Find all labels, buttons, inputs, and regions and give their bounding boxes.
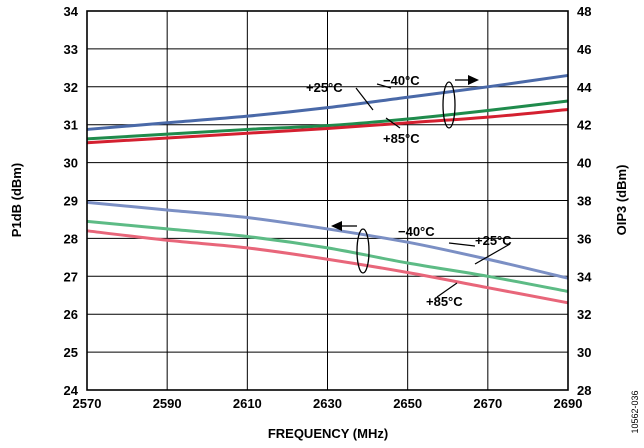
y-right-tick-label: 42: [577, 118, 591, 133]
p1db-leader-plus85: [436, 282, 458, 298]
y-left-tick-label: 34: [64, 4, 79, 19]
series-line-oip3-plus85: [86, 108, 569, 145]
y-right-tick-label: 44: [577, 80, 592, 95]
x-tick-label: 2650: [393, 396, 422, 411]
oip3-leader-plus85: [385, 117, 401, 129]
y-left-tick-label: 27: [64, 269, 78, 284]
p1db-group-arrowhead: [331, 221, 342, 231]
series-line-oip3-minus40: [86, 73, 569, 131]
y-right-tick-label: 30: [577, 345, 591, 360]
p1db-leader-plus25: [474, 243, 511, 265]
x-tick-label: 2590: [153, 396, 182, 411]
series-line-p1db-plus25_light: [86, 219, 569, 293]
p1db-group-ellipse: [356, 228, 370, 274]
y-right-axis-title: OIP3 (dBm): [614, 165, 629, 236]
x-tick-label: 2570: [73, 396, 102, 411]
oip3-annotation: −40°C +25°C +85°C: [306, 73, 479, 146]
x-tick-label: 2670: [473, 396, 502, 411]
series-layer: [86, 73, 569, 305]
series-line-p1db-plus85_light: [86, 229, 569, 305]
y-right-tick-label: 34: [577, 269, 592, 284]
y-left-tick-label: 32: [64, 80, 78, 95]
oip3-label-minus40: −40°C: [383, 73, 420, 88]
y-left-tick-label: 30: [64, 156, 78, 171]
y-right-tick-label: 28: [577, 383, 591, 398]
p1db-label-plus85: +85°C: [426, 294, 463, 309]
plot-frame: [86, 10, 569, 391]
y-right-tick-label: 46: [577, 42, 591, 57]
y-left-tick-label: 25: [64, 345, 78, 360]
y-left-tick-label: 26: [64, 307, 78, 322]
y-left-axis-ticks: 24 25 26 27 28 29 30 31 32 33 34: [64, 4, 79, 398]
y-right-tick-label: 36: [577, 231, 591, 246]
series-line-oip3-plus25: [86, 99, 569, 141]
p1db-annotation: −40°C +25°C +85°C: [331, 221, 512, 309]
figure-code: 10562-036: [630, 390, 640, 433]
oip3-leader-plus25: [355, 87, 374, 111]
y-right-tick-label: 32: [577, 307, 591, 322]
y-left-tick-label: 31: [64, 118, 78, 133]
y-right-tick-label: 40: [577, 156, 591, 171]
oip3-label-plus25: +25°C: [306, 80, 343, 95]
x-tick-label: 2610: [233, 396, 262, 411]
p1db-leader-minus40: [448, 242, 476, 247]
y-left-tick-label: 33: [64, 42, 78, 57]
series-line-p1db-minus40_light: [86, 200, 569, 280]
p1db-label-plus25: +25°C: [475, 233, 512, 248]
y-right-axis-ticks: 28 30 32 34 36 38 40 42 44 46 48: [577, 4, 592, 398]
x-tick-label: 2690: [554, 396, 583, 411]
oip3-group-ellipse: [442, 81, 456, 129]
y-right-tick-label: 38: [577, 194, 591, 209]
x-axis-title: FREQUENCY (MHz): [268, 426, 388, 441]
oip3-leader-minus40: [376, 83, 392, 89]
y-left-tick-label: 28: [64, 231, 78, 246]
x-tick-label: 2630: [313, 396, 342, 411]
y-left-axis-title: P1dB (dBm): [9, 163, 24, 237]
oip3-label-plus85: +85°C: [383, 131, 420, 146]
y-left-tick-label: 29: [64, 194, 78, 209]
p1db-label-minus40: −40°C: [398, 224, 435, 239]
grid: [87, 11, 568, 390]
x-axis-ticks: 2570 2590 2610 2630 2650 2670 2690: [73, 396, 583, 411]
oip3-group-arrowhead: [468, 75, 479, 85]
y-left-tick-label: 24: [64, 383, 79, 398]
y-right-tick-label: 48: [577, 4, 591, 19]
